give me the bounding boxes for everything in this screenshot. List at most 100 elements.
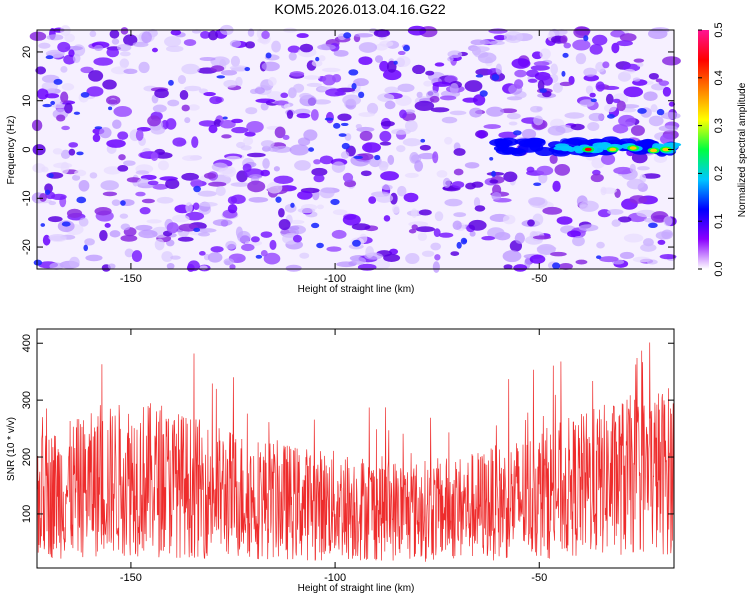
- spectrogram-cell: [549, 154, 558, 164]
- spectrogram-cell: [230, 182, 251, 187]
- spectrogram-cell: [131, 250, 143, 262]
- spectrogram-cell: [583, 35, 589, 42]
- spectrogram-cell: [662, 86, 672, 97]
- spectrogram-cell: [208, 181, 227, 187]
- spectrogram-cell: [537, 79, 545, 91]
- spectrogram-cell: [111, 38, 120, 45]
- spectrogram-cell: [340, 122, 349, 127]
- spectrogram-cell: [172, 214, 190, 223]
- spectrogram-cell: [489, 40, 505, 46]
- spectrogram-cell: [89, 172, 98, 179]
- spectrogram-cell: [225, 240, 237, 250]
- spectrogram-cell: [605, 93, 614, 105]
- spectrogram-cell: [181, 104, 190, 112]
- spectrogram-cell: [536, 106, 543, 112]
- spectrogram-cell: [419, 144, 431, 151]
- spectrogram-cell: [464, 80, 483, 92]
- spectrogram-cell: [231, 126, 249, 134]
- spectrogram-cell: [324, 117, 334, 121]
- spectrogram-cell: [248, 196, 269, 203]
- spectrogram-cell: [106, 139, 126, 148]
- spectrogram-cell: [417, 152, 437, 160]
- spectrogram-cell: [273, 175, 294, 185]
- spectrogram-cell: [247, 180, 266, 193]
- y-tick-label: 200: [21, 448, 33, 466]
- spectrogram-cell: [408, 228, 417, 234]
- spectrogram-cell: [407, 25, 427, 36]
- spectrogram-cell: [575, 53, 587, 65]
- spectrogram-cell: [486, 106, 505, 117]
- spectrogram-cell: [278, 219, 291, 231]
- spectrogram-cell: [231, 118, 244, 124]
- spectrogram-cell: [223, 79, 238, 88]
- spectrogram-cell: [456, 241, 462, 249]
- spectrogram-cell: [56, 114, 66, 122]
- spectrogram-cell: [560, 35, 568, 44]
- spectrogram-cell: [109, 230, 121, 238]
- spectrogram-cell: [93, 44, 104, 52]
- spectrogram-cell: [640, 243, 657, 252]
- spectrogram-cell: [650, 104, 658, 113]
- spectrogram-cell: [469, 230, 476, 237]
- spectrogram-cell: [151, 47, 158, 53]
- spectrogram-cell: [243, 136, 254, 146]
- x-tick-label: -50: [531, 273, 547, 285]
- spectrogram-cell: [190, 178, 203, 189]
- spectrogram-cell: [168, 79, 174, 86]
- spectrogram-cell: [268, 76, 277, 86]
- spectrogram-cell: [436, 170, 448, 178]
- spectrogram-cell: [452, 220, 462, 231]
- spectrogram-cell: [120, 234, 138, 242]
- spectrogram-cell: [659, 253, 677, 260]
- spectrogram-cell: [502, 214, 516, 225]
- spectrogram-cell: [444, 136, 453, 145]
- colorbar-tick-label: 0.1: [713, 214, 725, 229]
- ridge-peak: [609, 147, 617, 152]
- spectrogram-cell: [658, 125, 679, 132]
- spectrogram-cell: [626, 178, 645, 190]
- spectrogram-cell: [619, 33, 637, 42]
- spectrogram-cell: [618, 114, 636, 127]
- spectrogram-cell: [418, 209, 432, 216]
- ridge-cell: [495, 140, 510, 150]
- spectrogram-cell: [384, 100, 396, 110]
- spectrogram-cell: [235, 226, 243, 239]
- spectrogram-cell: [380, 171, 399, 181]
- spectrogram-cell: [600, 187, 617, 194]
- spectrogram-cell: [668, 101, 676, 107]
- spectrogram-cell: [42, 103, 52, 108]
- spectrogram-cell: [530, 64, 550, 71]
- spectrogram-cell: [439, 95, 457, 101]
- spectrogram-cell: [658, 80, 670, 86]
- spectrogram-cell: [89, 30, 97, 38]
- spectrogram-cell: [199, 56, 216, 61]
- spectrogram-cell: [88, 70, 104, 82]
- spectrogram-cell: [60, 65, 68, 73]
- snr-panel: -150 -100 -50 100 200 300 400 Height of strai…: [6, 328, 675, 594]
- spectrogram-cell: [479, 90, 488, 97]
- spectrogram-cell: [183, 39, 197, 46]
- spectrogram-cell: [66, 208, 83, 218]
- spectrogram-cell: [432, 151, 439, 164]
- spectrogram-cell: [433, 228, 441, 237]
- spectrogram-cell: [166, 262, 175, 270]
- spectrogram-cell: [365, 245, 375, 258]
- spectrogram-cell: [430, 242, 442, 251]
- spectrogram-cell: [477, 130, 487, 139]
- spectrogram-cell: [78, 179, 90, 192]
- spectrogram-cell: [74, 169, 87, 177]
- spectrogram-cell: [416, 91, 423, 98]
- spectrogram-cell: [331, 161, 346, 173]
- spectrogram-cell: [299, 252, 310, 259]
- spectrogram-cell: [187, 104, 200, 111]
- spectrogram-cell: [241, 243, 255, 252]
- spectrogram-cell: [420, 138, 426, 143]
- spectrogram-cell: [219, 119, 236, 129]
- spectrogram-cell: [585, 85, 594, 95]
- spectrogram-cell: [260, 250, 268, 257]
- spectrogram-cell: [379, 40, 394, 47]
- spectrogram-cell: [197, 232, 211, 237]
- spectrogram-cell: [51, 193, 67, 201]
- spectrogram-cell: [289, 225, 300, 231]
- spectrogram-cell: [289, 144, 310, 156]
